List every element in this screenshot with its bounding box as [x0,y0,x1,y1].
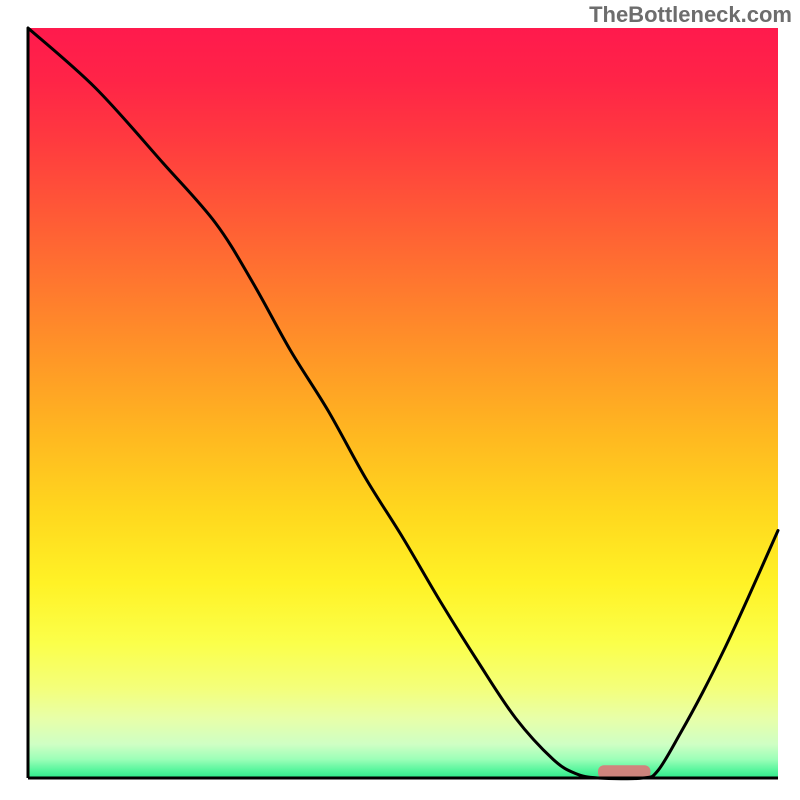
bottleneck-chart [0,0,800,800]
watermark-text: TheBottleneck.com [589,2,792,28]
chart-container: { "watermark": { "text": "TheBottleneck.… [0,0,800,800]
plot-background [28,28,778,778]
